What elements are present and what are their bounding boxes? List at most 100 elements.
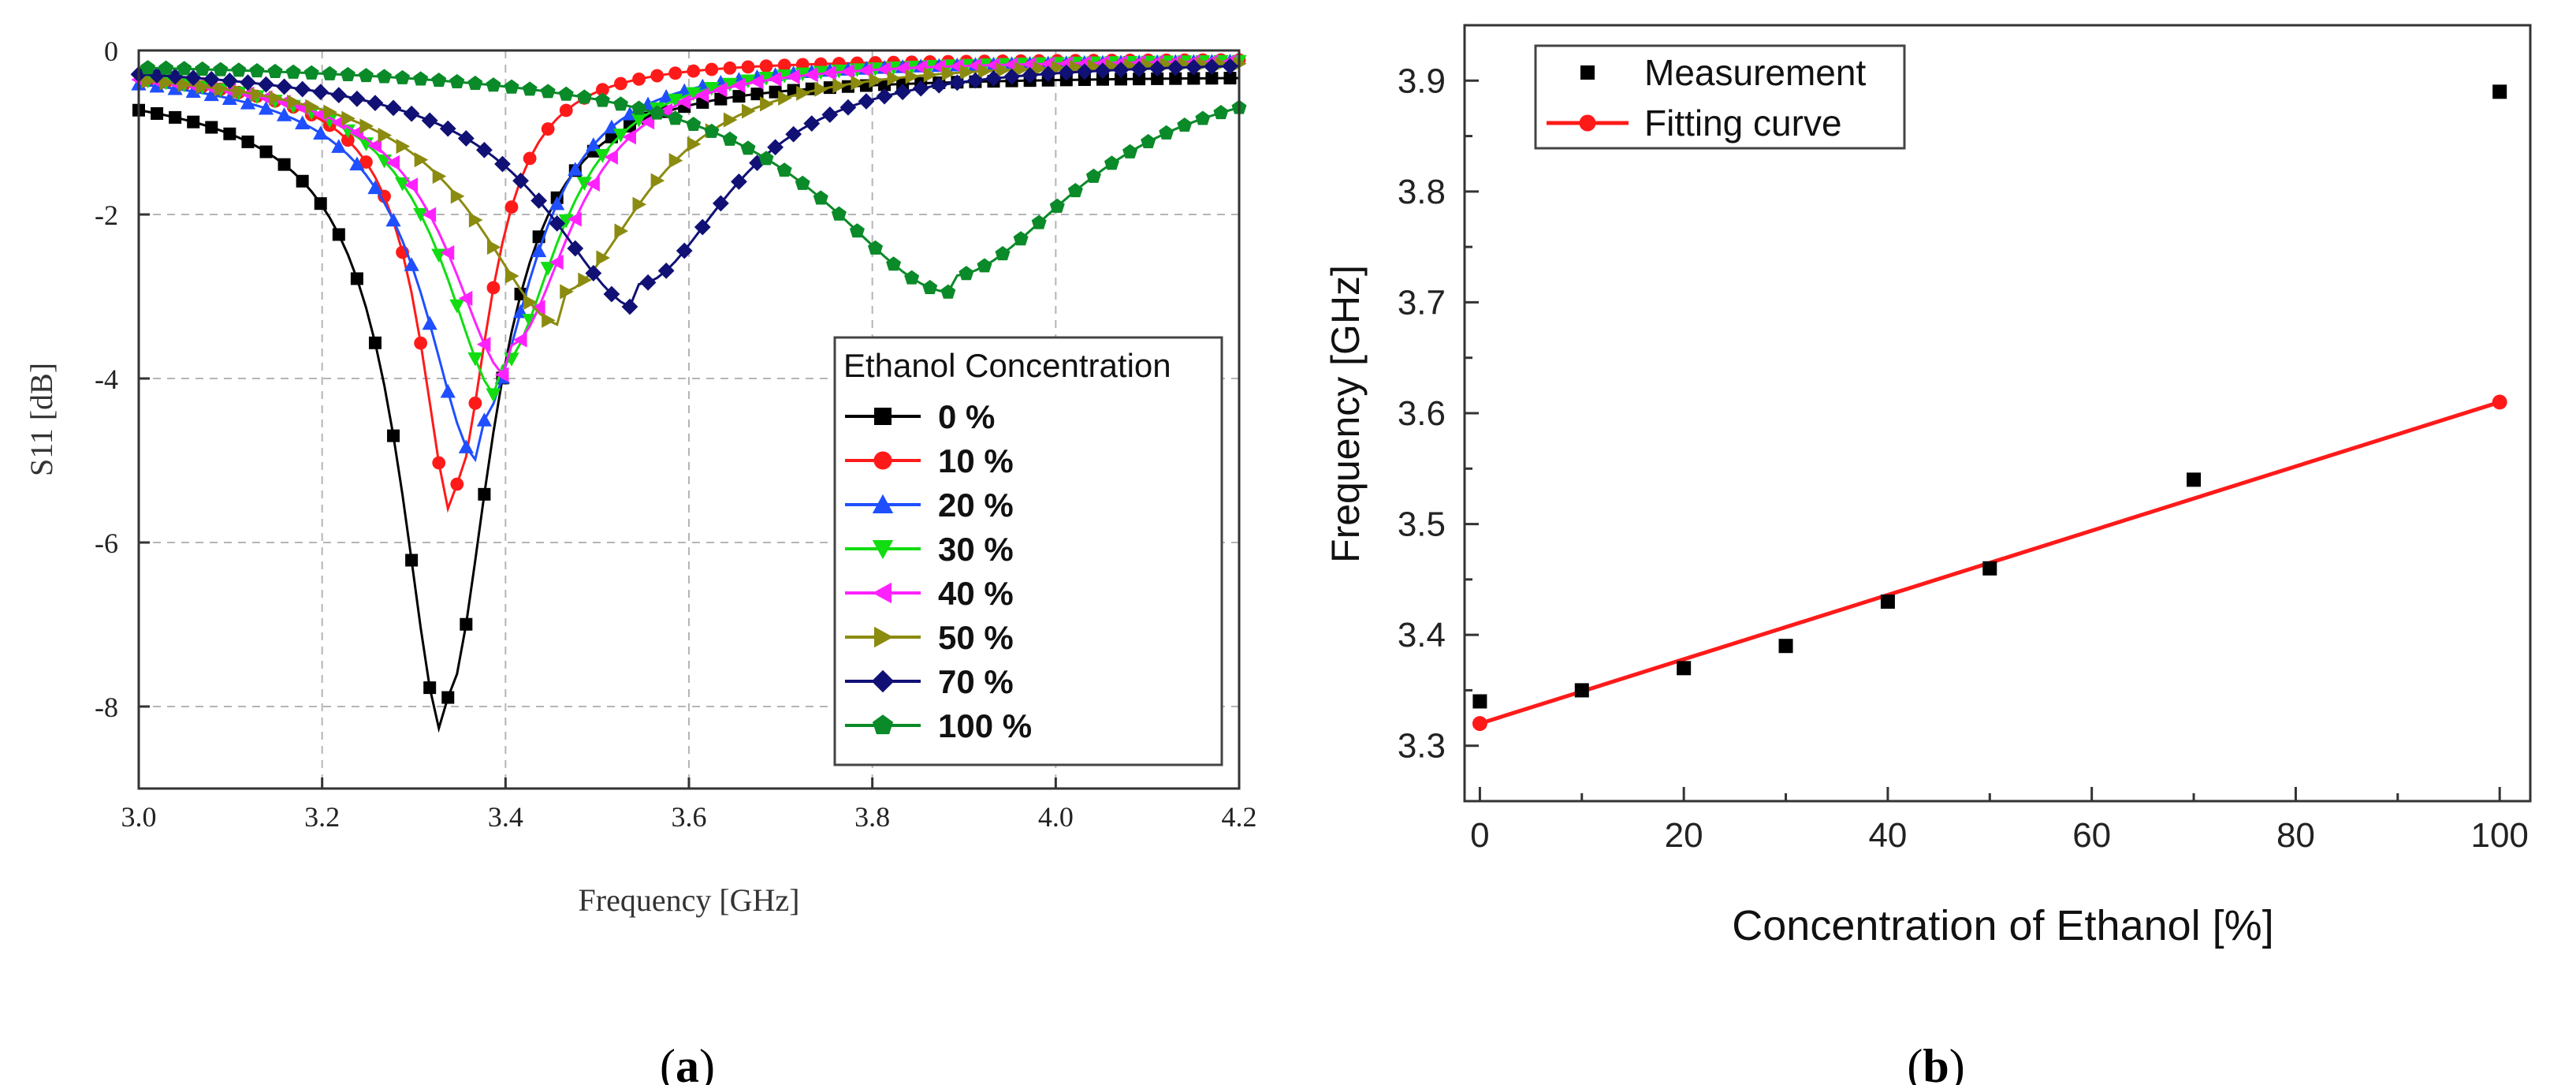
- data-point: [768, 71, 782, 87]
- data-point: [540, 262, 556, 276]
- data-point: [203, 87, 219, 102]
- data-point: [303, 65, 319, 80]
- x-tick-label: 3.0: [121, 801, 157, 833]
- data-point: [486, 388, 501, 403]
- data-point: [441, 691, 455, 704]
- data-point: [977, 63, 992, 79]
- data-point: [158, 60, 174, 75]
- data-point: [759, 59, 773, 73]
- y-tick-label: 3.3: [1398, 727, 1446, 766]
- panel-a-ticks: 3.0 3.2 3.4 3.6 3.8 4.0 4.2 0 -2 -4 -6 -8: [95, 35, 1257, 833]
- data-point: [258, 76, 274, 93]
- data-point: [1213, 105, 1229, 120]
- data-point: [531, 300, 545, 315]
- data-point: [185, 84, 201, 99]
- data-point: [731, 77, 746, 93]
- panel-a-y-axis-label: S11 [dB]: [24, 363, 59, 476]
- data-point: [1003, 68, 1020, 85]
- data-point: [1013, 231, 1029, 246]
- data-point: [668, 110, 683, 125]
- data-point: [512, 172, 529, 189]
- data-point: [940, 284, 956, 299]
- data-point: [549, 255, 564, 270]
- data-point: [749, 74, 764, 90]
- data-point: [486, 281, 501, 295]
- data-point: [676, 83, 692, 98]
- data-point: [250, 87, 265, 103]
- legend-entry: 20 %: [845, 487, 1014, 524]
- data-point: [549, 215, 566, 232]
- legend-marker: [1579, 114, 1596, 132]
- panel-a-legend-title: Ethanol Concentration: [843, 347, 1171, 384]
- data-point: [169, 110, 182, 124]
- measurement-point: [2492, 84, 2507, 99]
- legend-entry: 70 %: [845, 663, 1014, 700]
- measurement-point: [1472, 694, 1487, 709]
- data-point: [221, 73, 238, 89]
- data-point: [530, 192, 548, 209]
- data-point: [187, 115, 200, 129]
- data-point: [585, 265, 602, 282]
- data-point: [687, 136, 702, 152]
- data-point: [1122, 144, 1138, 158]
- data-point: [258, 100, 274, 115]
- data-point: [287, 94, 301, 110]
- fit-endpoint: [1472, 716, 1487, 732]
- data-point: [276, 107, 292, 121]
- panel-b-legend: Measurement Fitting curve: [1534, 44, 1906, 150]
- data-point: [621, 298, 638, 315]
- series-100-percent: [138, 60, 1247, 299]
- data-point: [959, 266, 974, 281]
- data-point: [440, 244, 455, 261]
- data-point: [767, 139, 784, 156]
- x-tick-label: 3.2: [304, 801, 340, 833]
- y-tick-label: 3.8: [1398, 173, 1446, 211]
- data-point: [1112, 62, 1130, 78]
- panel-a-legend-items: 0 % 10 % 20 % 30 % 40 % 50 % 70 % 100 %: [845, 398, 1032, 744]
- y-tick-label: 0: [104, 35, 118, 67]
- data-point: [712, 195, 729, 212]
- data-point: [1031, 214, 1047, 229]
- data-point: [205, 121, 218, 134]
- data-point: [722, 131, 738, 146]
- panel-a-x-axis-label: Frequency [GHz]: [579, 882, 800, 918]
- data-point: [404, 257, 419, 271]
- legend-label: 50 %: [938, 619, 1014, 656]
- data-point: [423, 681, 437, 695]
- data-point: [467, 75, 483, 91]
- data-point: [714, 92, 728, 106]
- legend-entry: 30 %: [845, 531, 1014, 568]
- data-point: [394, 177, 411, 192]
- data-point: [385, 212, 401, 227]
- panel-b-y-axis-label: Frequency [GHz]: [1323, 265, 1368, 563]
- data-point: [1104, 155, 1119, 170]
- data-point: [460, 617, 473, 631]
- y-tick-label: -2: [95, 199, 118, 231]
- data-point: [177, 61, 192, 76]
- data-point: [476, 141, 493, 158]
- data-point: [359, 118, 374, 134]
- data-point: [349, 156, 365, 171]
- data-point: [640, 114, 655, 130]
- y-tick-label: 3.6: [1398, 394, 1446, 433]
- y-tick-label: -8: [95, 692, 118, 723]
- data-point: [776, 162, 792, 177]
- data-point: [221, 91, 237, 105]
- legend-label: 30 %: [938, 531, 1014, 568]
- data-point: [540, 84, 556, 99]
- data-point: [449, 73, 465, 88]
- panel-a-s11-chart: 3.0 3.2 3.4 3.6 3.8 4.0 4.2 0 -2 -4 -6 -8 Frequency…: [24, 35, 1257, 1085]
- legend-entry: 0 %: [845, 398, 995, 435]
- data-point: [922, 279, 938, 294]
- x-tick-label: 100: [2470, 816, 2528, 855]
- legend-label: 70 %: [938, 663, 1014, 700]
- data-point: [741, 103, 756, 119]
- data-point: [977, 258, 992, 273]
- measurement-point: [1880, 594, 1895, 609]
- data-point: [985, 70, 1002, 87]
- data-point: [822, 65, 836, 81]
- data-point: [476, 337, 491, 352]
- data-point: [240, 95, 256, 110]
- data-point: [1223, 72, 1237, 85]
- data-point: [813, 190, 828, 205]
